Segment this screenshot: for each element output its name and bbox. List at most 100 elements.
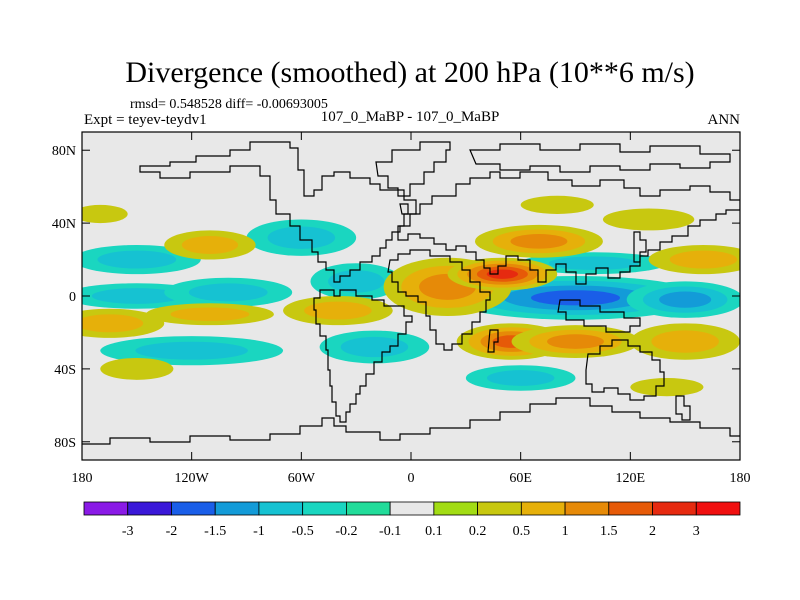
colorbar-label: -1.5 (204, 524, 226, 539)
colorbar-label: -0.2 (335, 524, 357, 539)
contour-band (530, 290, 621, 306)
map-title: Divergence (smoothed) at 200 hPa (10**6 … (125, 56, 694, 89)
period-label: 107_0_MaBP - 107_0_MaBP (321, 109, 500, 125)
colorbar-swatch (214, 501, 260, 516)
experiment-label: Expt = teyev-teydv1 (84, 112, 207, 128)
contour-atlantic-divergence (283, 296, 393, 326)
colorbar: -3 -2 -1.5 -1 -0.5 -0.2 -0.1 0.1 0.2 0.5 1 1.5 2 3 (83, 501, 741, 539)
contour-band (188, 283, 268, 302)
stats-label: rmsd= 0.548528 diff= -0.00693005 (130, 97, 328, 112)
colorbar-swatch (477, 501, 522, 516)
colorbar-swatch (389, 501, 435, 516)
contour-north-pacific-divergence (648, 244, 740, 275)
contour-band (520, 195, 594, 214)
colorbar-label: -0.5 (292, 524, 314, 539)
contour-north-pacific-high-divergence (82, 204, 128, 224)
contour-band (340, 336, 409, 358)
contour-arabian-divergence (447, 257, 558, 291)
colorbar-label: 0.1 (425, 524, 443, 539)
british-isles-coastline (399, 203, 409, 215)
contour-southern-indian-divergence (630, 378, 704, 397)
colorbar-label: 0.5 (513, 524, 531, 539)
colorbar-label: 3 (693, 524, 700, 539)
south-america-coastline (313, 289, 413, 423)
colorbar-label: -3 (122, 524, 134, 539)
colorbar-label: 2 (649, 524, 656, 539)
eurasia-coastline (397, 171, 740, 285)
contour-band (510, 234, 568, 249)
contour-south-pacific-divergence (630, 323, 740, 360)
y-tick-label: 80S (54, 436, 76, 451)
colorbar-swatch (171, 501, 216, 516)
contour-band (82, 204, 128, 224)
contour-band (170, 307, 250, 321)
colorbar-swatch (127, 501, 172, 516)
contour-eastern-pacific-convergence (164, 277, 293, 307)
contour-siberian-divergence (520, 195, 594, 214)
contour-band (486, 269, 519, 279)
colorbar-label: -2 (166, 524, 178, 539)
africa-coastline (387, 249, 491, 351)
antarctica-coastline (82, 397, 740, 445)
contour-dateline-divergence (82, 308, 165, 338)
axis-ticks: 180 120W 60W 0 60E 120E 180 80N 40N 0 40S 80S (52, 132, 751, 486)
contour-eastern-tropical-divergence (145, 303, 274, 326)
colorbar-label: -0.1 (379, 524, 401, 539)
contour-southern-ocean-convergence (465, 365, 576, 391)
contour-band (669, 250, 738, 269)
contour-south-indian-divergence (511, 325, 640, 358)
new-zealand-coastline (675, 395, 691, 421)
contour-band (602, 208, 695, 231)
contour-band (82, 314, 144, 333)
colorbar-swatch (302, 501, 347, 516)
contour-tropical-pacific-convergence (626, 281, 740, 318)
colorbar-swatch (652, 501, 697, 516)
colorbar-swatch (258, 501, 304, 516)
contour-band (486, 370, 555, 386)
contour-southern-pacific-divergence (100, 357, 174, 380)
season-label: ANN (708, 112, 741, 128)
colorbar-swatch (433, 501, 479, 516)
australia-coastline (585, 339, 665, 401)
contour-band (304, 301, 372, 320)
colorbar-label: 1 (562, 524, 569, 539)
madagascar-coastline (487, 329, 499, 353)
y-tick-label: 40S (54, 363, 76, 378)
colorbar-swatch (345, 501, 391, 516)
x-tick-label: 0 (408, 471, 415, 486)
north-america-coastline (139, 141, 417, 283)
colorbar-label: -1 (253, 524, 265, 539)
contour-north-america-divergence (164, 230, 256, 260)
colorbar-swatch (564, 501, 610, 516)
colorbar-label: 0.2 (469, 524, 487, 539)
map-plot-area: 180 120W 60W 0 60E 120E 180 80N 40N 0 40S 80S (52, 131, 751, 486)
contour-band (267, 226, 336, 249)
contour-layer (82, 195, 740, 397)
contour-band (100, 357, 174, 380)
colorbar-swatch (520, 501, 566, 516)
greenland-coastline (375, 141, 451, 197)
contour-band (651, 330, 719, 353)
x-tick-label: 120E (616, 471, 646, 486)
colorbar-label: 1.5 (600, 524, 618, 539)
x-tick-label: 120W (175, 471, 210, 486)
x-tick-label: 60W (288, 471, 316, 486)
contour-band (659, 291, 712, 308)
contour-south-pacific-convergence (100, 336, 284, 366)
contour-south-atlantic-convergence (319, 330, 430, 364)
contour-band (181, 236, 239, 254)
x-tick-label: 180 (730, 471, 751, 486)
coastline-layer (82, 141, 740, 445)
colorbar-swatch (608, 501, 653, 516)
japan-coastline (633, 231, 647, 263)
contour-asian-divergence (474, 224, 603, 258)
contour-band (547, 334, 604, 349)
y-tick-label: 80N (52, 144, 76, 159)
contour-band (91, 288, 182, 304)
colorbar-swatch (83, 501, 129, 516)
y-tick-label: 0 (69, 290, 76, 305)
x-tick-label: 180 (72, 471, 93, 486)
contour-band (630, 378, 704, 397)
contour-band (135, 341, 248, 360)
